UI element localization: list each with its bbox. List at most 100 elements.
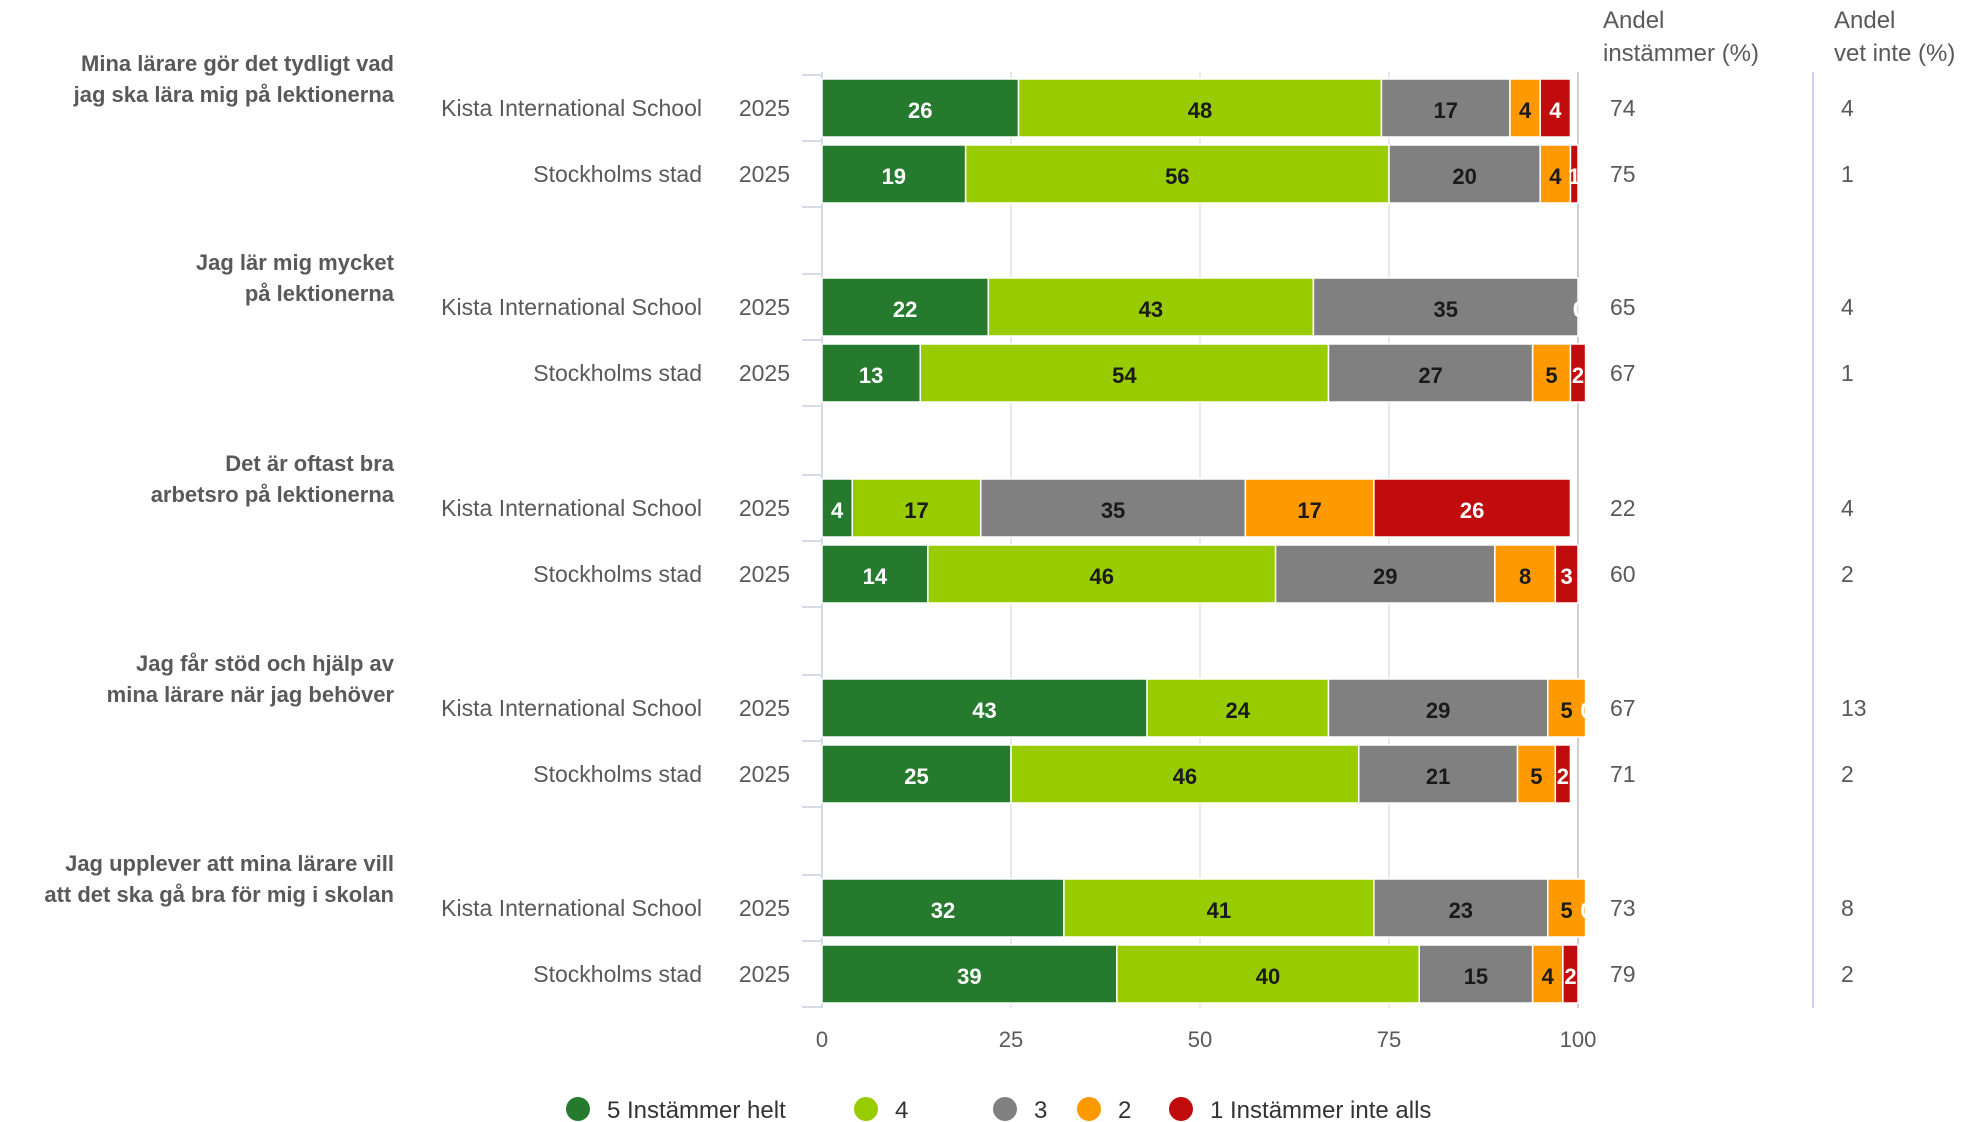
question-group: Mina lärare gör det tydligt vad jag ska l… bbox=[73, 51, 1854, 204]
bar-value-label: 25 bbox=[904, 764, 928, 789]
legend: 5 Instämmer helt 4 3 2 1 Instämmer inte alls bbox=[566, 1097, 1431, 1122]
bar-value-label: 41 bbox=[1207, 898, 1231, 923]
group-label: Stockholms stad bbox=[533, 360, 702, 386]
year-label: 2025 bbox=[739, 561, 790, 587]
andel-instammer-value: 22 bbox=[1610, 495, 1636, 521]
bar-segment-5 bbox=[821, 144, 967, 204]
x-axis-ticks: 0 25 50 75 100 bbox=[816, 1027, 1596, 1052]
year-label: 2025 bbox=[739, 695, 790, 721]
legend-swatch bbox=[1077, 1097, 1101, 1121]
bar-value-label: 17 bbox=[1433, 98, 1457, 123]
legend-swatch bbox=[854, 1097, 878, 1121]
bar-value-label: 0 bbox=[1573, 297, 1585, 322]
legend-item-5[interactable]: 5 Instämmer helt bbox=[566, 1097, 786, 1122]
bar-segment-1 bbox=[1562, 944, 1579, 1004]
group-label: Stockholms stad bbox=[533, 761, 702, 787]
question-label: jag ska lära mig på lektionerna bbox=[73, 82, 395, 107]
andel-vet-inte-value: 4 bbox=[1841, 95, 1854, 121]
bar-segment-3 bbox=[1327, 343, 1534, 403]
bar-value-label: 24 bbox=[1226, 698, 1251, 723]
year-label: 2025 bbox=[739, 161, 790, 187]
bar-segment-1 bbox=[1539, 78, 1572, 138]
group-label: Stockholms stad bbox=[533, 961, 702, 987]
andel-instammer-value: 73 bbox=[1610, 895, 1636, 921]
bar-value-label: 8 bbox=[1519, 564, 1531, 589]
question-label: Mina lärare gör det tydligt vad bbox=[81, 51, 394, 76]
bar-segment-5 bbox=[821, 343, 922, 403]
bar-value-label: 40 bbox=[1256, 964, 1280, 989]
bar-segment-5 bbox=[821, 544, 929, 604]
bar-value-label: 17 bbox=[1297, 498, 1321, 523]
group-label: Kista International School bbox=[441, 695, 702, 721]
andel-instammer-value: 60 bbox=[1610, 561, 1636, 587]
legend-label: 2 bbox=[1118, 1097, 1131, 1122]
bar-value-label: 43 bbox=[1139, 297, 1163, 322]
year-label: 2025 bbox=[739, 294, 790, 320]
bar-segment-2 bbox=[1244, 478, 1375, 538]
bar-segment-3 bbox=[1358, 744, 1519, 804]
bar-value-label: 13 bbox=[859, 363, 883, 388]
group-label: Stockholms stad bbox=[533, 161, 702, 187]
bar-segment-5 bbox=[821, 944, 1118, 1004]
andel-vet-inte-value: 2 bbox=[1841, 561, 1854, 587]
bar-segment-1 bbox=[1569, 144, 1579, 204]
question-label: Jag får stöd och hjälp av bbox=[136, 651, 395, 676]
year-label: 2025 bbox=[739, 961, 790, 987]
group-label: Kista International School bbox=[441, 895, 702, 921]
bar-value-label: 32 bbox=[931, 898, 955, 923]
bar-segment-4 bbox=[987, 277, 1315, 337]
bar-segment-1 bbox=[1569, 343, 1587, 403]
bar-value-label: 5 bbox=[1530, 764, 1542, 789]
legend-item-3[interactable]: 3 bbox=[993, 1097, 1047, 1122]
bar-segment-5 bbox=[821, 277, 990, 337]
question-label: Jag lär mig mycket bbox=[196, 250, 395, 275]
bar-value-label: 4 bbox=[1519, 98, 1532, 123]
bar-value-label: 17 bbox=[904, 498, 928, 523]
question-label: Det är oftast bra bbox=[225, 451, 394, 476]
question-label: att det ska gå bra för mig i skolan bbox=[44, 882, 394, 907]
column-headers: Andel instämmer (%) Andel vet inte (%) bbox=[1603, 7, 1955, 67]
x-tick-label: 75 bbox=[1377, 1027, 1401, 1052]
bar-value-label: 3 bbox=[1561, 564, 1573, 589]
bar-segment-3 bbox=[1380, 78, 1511, 138]
question-group: Jag får stöd och hjälp av mina lärare när… bbox=[107, 651, 1867, 804]
bar-value-label: 2 bbox=[1557, 764, 1569, 789]
bar-value-label: 29 bbox=[1426, 698, 1450, 723]
bar-segment-2 bbox=[1547, 878, 1587, 938]
andel-instammer-value: 79 bbox=[1610, 961, 1636, 987]
bar-segment-3 bbox=[1312, 277, 1579, 337]
year-label: 2025 bbox=[739, 495, 790, 521]
group-label: Kista International School bbox=[441, 95, 702, 121]
andel-instammer-value: 74 bbox=[1610, 95, 1636, 121]
bar-segment-4 bbox=[1116, 944, 1420, 1004]
legend-item-2[interactable]: 2 bbox=[1077, 1097, 1131, 1122]
andel-vet-inte-value: 1 bbox=[1841, 161, 1854, 187]
x-tick-label: 100 bbox=[1560, 1027, 1597, 1052]
bar-value-label: 15 bbox=[1464, 964, 1488, 989]
legend-swatch bbox=[993, 1097, 1017, 1121]
bar-value-label: 19 bbox=[882, 164, 906, 189]
question-label: arbetsro på lektionerna bbox=[151, 482, 395, 507]
bar-segment-3 bbox=[1418, 944, 1534, 1004]
legend-item-4[interactable]: 4 bbox=[854, 1097, 908, 1122]
bar-value-label: 4 bbox=[1549, 98, 1562, 123]
bar-segment-1 bbox=[1554, 544, 1579, 604]
question-label: mina lärare när jag behöver bbox=[107, 682, 395, 707]
legend-item-1[interactable]: 1 Instämmer inte alls bbox=[1169, 1097, 1431, 1122]
andel-vet-inte-value: 1 bbox=[1841, 360, 1854, 386]
bar-value-label: 5 bbox=[1561, 698, 1573, 723]
bar-value-label: 27 bbox=[1418, 363, 1442, 388]
bar-value-label: 0 bbox=[1580, 698, 1592, 723]
bar-segment-2 bbox=[1509, 78, 1541, 138]
andel-vet-inte-value: 4 bbox=[1841, 294, 1854, 320]
bar-value-label: 46 bbox=[1173, 764, 1197, 789]
x-tick-label: 25 bbox=[999, 1027, 1023, 1052]
bar-segment-4 bbox=[1146, 678, 1330, 738]
question-label: Jag upplever att mina lärare vill bbox=[65, 851, 394, 876]
bar-value-label: 48 bbox=[1188, 98, 1212, 123]
andel-instammer-value: 67 bbox=[1610, 695, 1636, 721]
bar-segment-2 bbox=[1539, 144, 1572, 204]
bar-value-label: 5 bbox=[1561, 898, 1573, 923]
bar-value-label: 4 bbox=[1542, 964, 1555, 989]
bar-segment-4 bbox=[927, 544, 1277, 604]
